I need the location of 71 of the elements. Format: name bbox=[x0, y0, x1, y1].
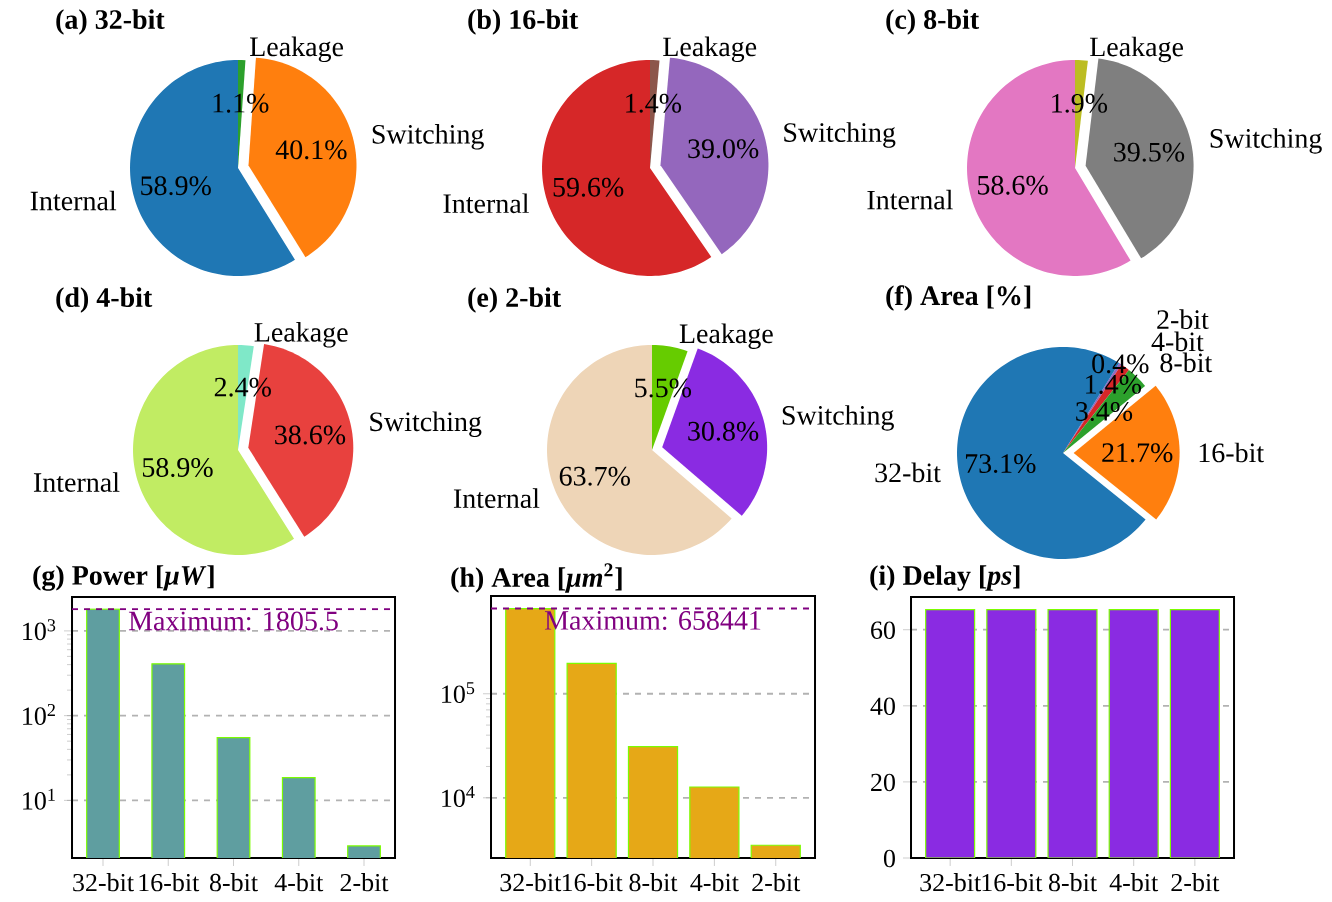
slice-label: Switching bbox=[372, 124, 484, 150]
chart-title: (d) 4-bit bbox=[56, 287, 153, 313]
slice-label: Internal bbox=[30, 190, 117, 211]
chart-title: (i) Delay [ps] bbox=[870, 565, 1020, 591]
x-tick-label: 2-bit bbox=[340, 873, 389, 892]
data-label: 1.1% bbox=[213, 93, 269, 113]
slice-label: Leakage bbox=[663, 36, 757, 63]
x-tick-label: 32-bit bbox=[73, 873, 134, 892]
data-label: 38.6% bbox=[275, 425, 346, 445]
data-label: 63.7% bbox=[559, 466, 630, 486]
data-label: 58.9% bbox=[142, 457, 213, 478]
chart-title: (h) Area [μm$^{2}$] bbox=[451, 563, 622, 593]
chart-title: (a) 32-bit bbox=[56, 9, 165, 35]
slice-label: 4-bit bbox=[1151, 331, 1204, 352]
y-tick-label: 40 bbox=[870, 697, 895, 716]
slice-label: Internal bbox=[453, 488, 540, 509]
chart-title: (e) 2-bit bbox=[468, 287, 562, 313]
data-label: 5.5% bbox=[635, 378, 692, 398]
y-tick-label: 0 bbox=[883, 849, 895, 868]
x-tick-label: 32-bit bbox=[500, 873, 562, 892]
x-tick-label: 4-bit bbox=[1109, 873, 1159, 892]
y-tick-label: 10$^{2}$ bbox=[23, 703, 55, 725]
x-tick-label: 16-bit bbox=[982, 873, 1043, 892]
chart-title: (f) Area [%] bbox=[886, 285, 1031, 311]
slice-label: Switching bbox=[782, 405, 894, 431]
chart-title: (c) 8-bit bbox=[886, 9, 980, 35]
slice-label: 8-bit bbox=[1160, 352, 1213, 373]
slice-label: Leakage bbox=[254, 322, 348, 348]
slice-label: 2-bit bbox=[1157, 309, 1209, 330]
slice-label: Switching bbox=[1210, 128, 1322, 154]
slice-label: Leakage bbox=[679, 323, 773, 349]
y-tick-label: 10$^{1}$ bbox=[23, 788, 55, 810]
y-tick-label: 10$^{3}$ bbox=[23, 619, 56, 641]
data-label: 39.5% bbox=[1114, 142, 1185, 162]
x-tick-label: 16-bit bbox=[139, 873, 200, 892]
data-label: 1.4% bbox=[1086, 374, 1142, 394]
data-label: 0.4% bbox=[1092, 354, 1149, 374]
data-label: 40.1% bbox=[275, 140, 347, 160]
x-tick-label: 4-bit bbox=[690, 873, 739, 892]
data-label: 58.9% bbox=[141, 176, 211, 196]
slice-label: Internal bbox=[867, 189, 953, 210]
data-label: 21.7% bbox=[1102, 443, 1173, 463]
slice-label: Leakage bbox=[249, 36, 344, 63]
x-tick-label: 32-bit bbox=[920, 873, 982, 892]
slice-label: Switching bbox=[370, 411, 482, 437]
x-tick-label: 8-bit bbox=[629, 873, 678, 892]
slice-label: Leakage bbox=[1089, 36, 1184, 63]
x-tick-label: 8-bit bbox=[1048, 873, 1097, 892]
data-label: 30.8% bbox=[688, 421, 759, 441]
y-tick-label: 20 bbox=[871, 773, 895, 792]
slice-label: 32-bit bbox=[875, 462, 941, 483]
ref-line-label: Maximum: 1805.5 bbox=[128, 611, 338, 631]
data-label: 3.4% bbox=[1076, 401, 1133, 422]
y-tick-label: 10$^{5}$ bbox=[442, 682, 475, 704]
data-label: 58.6% bbox=[978, 175, 1048, 195]
y-tick-label: 60 bbox=[871, 621, 895, 639]
slice-label: Internal bbox=[443, 193, 529, 214]
x-tick-label: 2-bit bbox=[752, 873, 801, 892]
slice-label: Internal bbox=[33, 472, 120, 492]
x-tick-label: 8-bit bbox=[209, 873, 258, 892]
y-tick-label: 10$^{4}$ bbox=[442, 786, 475, 808]
chart-title: (g) Power [μW] bbox=[33, 565, 214, 591]
x-tick-label: 4-bit bbox=[274, 873, 324, 892]
x-tick-label: 16-bit bbox=[562, 873, 623, 892]
slice-label: Switching bbox=[784, 122, 896, 148]
x-tick-label: 2-bit bbox=[1171, 873, 1220, 892]
data-label: 73.1% bbox=[965, 454, 1036, 474]
chart-title: (b) 16-bit bbox=[468, 9, 579, 35]
data-label: 59.6% bbox=[553, 177, 624, 197]
slice-label: 16-bit bbox=[1199, 442, 1265, 463]
data-label: 39.0% bbox=[688, 139, 759, 159]
